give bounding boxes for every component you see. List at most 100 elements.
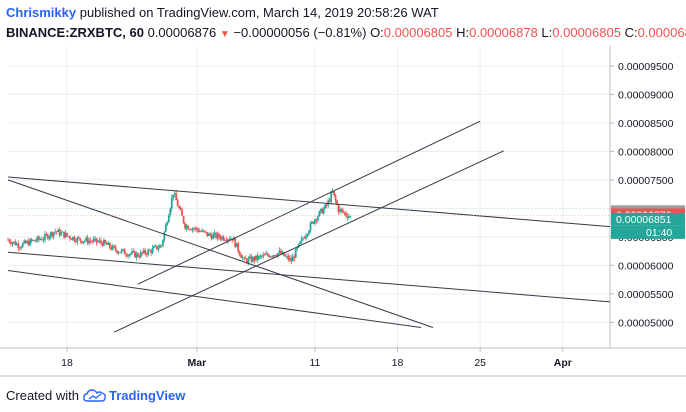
candle-body (148, 249, 151, 251)
candle-body (10, 242, 12, 245)
candle-body (76, 237, 79, 243)
candle-body (215, 232, 217, 239)
candle-body (160, 245, 163, 247)
candle-body (131, 251, 133, 254)
candle-body (67, 235, 70, 237)
candle-body (154, 245, 157, 247)
candle-body (142, 249, 145, 254)
candle-body (336, 200, 338, 205)
candle-body (223, 239, 226, 241)
candle-body (45, 233, 48, 235)
candle-body (188, 229, 191, 231)
candle-body (272, 255, 275, 257)
price-chart[interactable]: 0.00009500 0.00009000 0.00008500 0.00008000… (0, 44, 686, 378)
candle-body (288, 258, 291, 260)
candle-body (268, 255, 271, 258)
candle-body (218, 233, 220, 238)
y-tick-label: 0.00008000 (618, 146, 674, 158)
candle-body (179, 208, 182, 211)
candle-body (110, 247, 113, 250)
candle-body (169, 208, 172, 216)
candle-body (203, 230, 206, 232)
author-link[interactable]: Chrismikky (6, 5, 77, 20)
publish-line: Chrismikky published on TradingView.com,… (6, 3, 686, 23)
candle-body (61, 231, 64, 233)
candle-body (260, 255, 263, 257)
candle-body (107, 242, 110, 245)
candle-body (176, 200, 179, 207)
candle-body (26, 241, 29, 244)
candle-body (17, 243, 20, 248)
plot-area (8, 46, 610, 348)
candle-body (269, 256, 272, 258)
candle-body (46, 234, 49, 239)
candle-body (266, 253, 269, 256)
candle-body (303, 238, 306, 240)
candle-body (20, 247, 23, 249)
candle-body (254, 255, 257, 261)
candle-body (64, 232, 67, 238)
candle-body (48, 236, 51, 239)
candle-body (42, 239, 45, 241)
candle-body (184, 223, 186, 229)
candle-body (306, 234, 309, 236)
candle-body (101, 242, 104, 246)
candle-body (49, 232, 52, 237)
candle-body (52, 232, 55, 237)
candle-body (234, 238, 237, 248)
tradingview-brand: TradingView (108, 387, 186, 403)
candle-body (43, 233, 46, 240)
candle-body (38, 236, 40, 240)
candle-body (204, 231, 207, 233)
candle-body (54, 231, 57, 233)
candle-body (190, 229, 192, 231)
candle-body (138, 256, 141, 258)
x-tick-label: 11 (309, 357, 320, 369)
candle-body (219, 237, 222, 240)
candle-body (241, 257, 244, 259)
candle-body (70, 238, 73, 240)
candle-body (302, 238, 304, 240)
candle-body (330, 192, 333, 202)
candle-body (85, 237, 88, 241)
candle-body (319, 208, 322, 212)
candle-body (141, 252, 144, 254)
low-label: L: (541, 25, 553, 40)
candle-body (103, 240, 105, 246)
low-value: 0.00006805 (552, 25, 621, 40)
candle-body (105, 243, 108, 245)
candle-body (253, 257, 256, 261)
candle-body (23, 240, 26, 244)
candle-body (342, 210, 344, 213)
price-label-box (611, 212, 685, 226)
candle-body (163, 231, 166, 241)
candle-body (162, 240, 164, 246)
candle-body (150, 250, 153, 253)
candle-body (315, 219, 318, 221)
trend-line (7, 270, 422, 328)
candle-body (197, 229, 200, 232)
candle-body (226, 239, 229, 241)
candle-body (324, 204, 327, 209)
candle-body (283, 252, 285, 256)
candle-body (8, 239, 11, 243)
down-arrow-icon: ▼ (219, 29, 230, 40)
created-with-text: Created with (6, 387, 79, 403)
candle-body (82, 241, 85, 243)
candle-body (343, 212, 346, 214)
tradingview-logo[interactable]: TradingView (83, 388, 185, 403)
candle-body (201, 230, 204, 232)
candle-body (271, 256, 274, 258)
candle-body (83, 240, 86, 242)
candle-body (206, 231, 209, 236)
candle-body (111, 245, 114, 250)
candle-body (263, 254, 266, 256)
y-tick-label: 0.00008500 (618, 118, 674, 130)
candle-body (91, 241, 94, 242)
candle-body (172, 194, 175, 198)
candle-body (339, 209, 341, 212)
candle-body (222, 236, 225, 240)
candle-body (293, 256, 296, 258)
candle-body (92, 239, 95, 242)
candle-body (246, 259, 248, 263)
